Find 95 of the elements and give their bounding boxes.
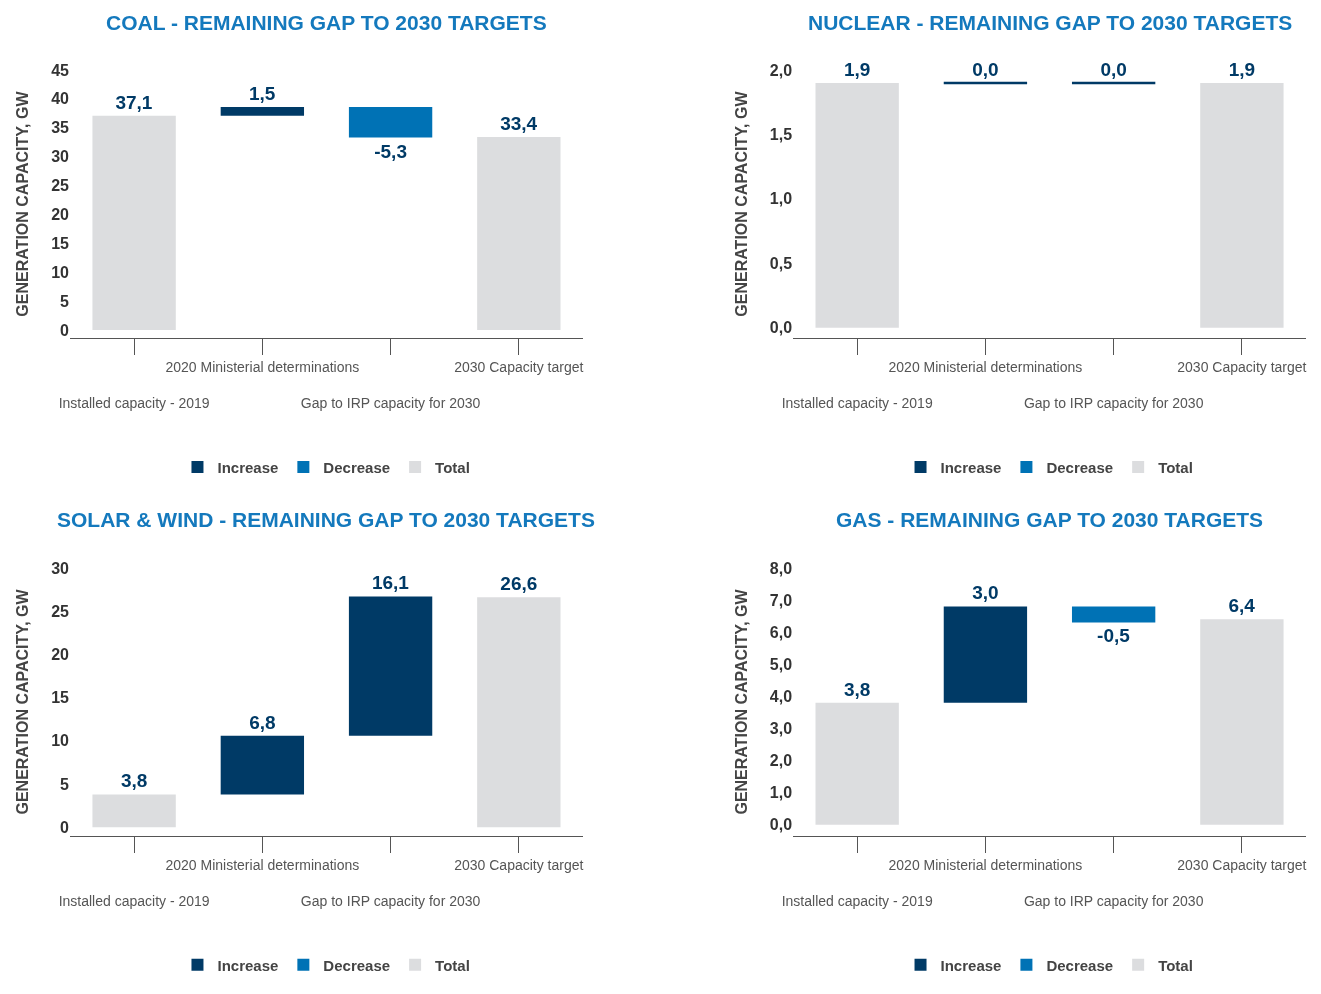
- y-tick-label: 6,0: [769, 623, 793, 641]
- data-label: 3,8: [120, 770, 148, 792]
- y-tick-label: 30: [51, 559, 70, 577]
- y-tick-label: 30: [51, 148, 70, 166]
- bar: [92, 794, 176, 828]
- y-tick-label: 4,0: [769, 687, 793, 705]
- y-tick-label: 1,5: [769, 126, 793, 144]
- y-tick-label: 2,0: [769, 752, 793, 770]
- bar: [220, 735, 305, 795]
- chart-title: SOLAR & WIND - REMAINING GAP TO 2030 TARGETS: [57, 508, 595, 531]
- bar: [815, 702, 899, 825]
- data-label: -0,5: [1097, 625, 1131, 647]
- data-label: 37,1: [115, 91, 153, 113]
- x-tick-label: Installed capacity - 2019: [781, 893, 933, 910]
- data-label: 0,0: [1100, 58, 1127, 80]
- data-label: 3,8: [843, 678, 871, 700]
- y-tick-label: 0: [60, 321, 70, 339]
- legend-label: Total: [1158, 956, 1193, 974]
- y-tick-label: 5: [60, 292, 70, 310]
- x-tick-label: 2030 Capacity target: [1177, 358, 1307, 375]
- y-tick-label: 0,0: [769, 319, 793, 337]
- data-label: 1,5: [248, 82, 276, 104]
- y-tick-label: 25: [51, 602, 70, 620]
- y-tick-label: 5,0: [769, 655, 793, 673]
- data-label: 16,1: [371, 572, 410, 594]
- x-tick-label: 2020 Ministerial determinations: [888, 358, 1083, 375]
- x-tick-label: 2030 Capacity target: [454, 358, 584, 375]
- chart-title: NUCLEAR - REMAINING GAP TO 2030 TARGETS: [808, 11, 1293, 34]
- x-tick-label: 2030 Capacity target: [454, 856, 584, 873]
- y-tick-label: 0,0: [769, 816, 793, 834]
- data-label: 33,4: [500, 113, 538, 135]
- y-tick-label: 3,0: [769, 720, 793, 738]
- data-label: -5,3: [374, 140, 407, 162]
- legend-label: Decrease: [1046, 458, 1114, 476]
- y-axis-title: GENERATION CAPACITY, GW: [732, 90, 750, 317]
- bar: [477, 597, 561, 828]
- y-axis-title: GENERATION CAPACITY, GW: [732, 588, 750, 815]
- y-tick-label: 1,0: [769, 784, 793, 802]
- y-tick-label: 35: [51, 119, 70, 137]
- y-tick-label: 20: [51, 645, 70, 663]
- legend-label: Total: [1158, 458, 1193, 476]
- bar: [943, 606, 1028, 703]
- y-tick-label: 15: [51, 689, 70, 707]
- legend-label: Increase: [940, 458, 1002, 476]
- y-tick-label: 10: [51, 263, 70, 281]
- bar: [1071, 606, 1156, 623]
- legend-label: Decrease: [323, 956, 391, 974]
- bar: [92, 115, 176, 331]
- bar: [348, 596, 433, 736]
- data-label: 3,0: [972, 582, 999, 604]
- x-tick-label: Gap to IRP capacity for 2030: [1023, 893, 1204, 910]
- legend-label: Decrease: [323, 458, 391, 476]
- y-tick-label: 5: [60, 775, 70, 793]
- x-tick-label: 2020 Ministerial determinations: [888, 856, 1083, 873]
- y-tick-label: 20: [51, 206, 70, 224]
- y-axis-title: GENERATION CAPACITY, GW: [14, 588, 32, 815]
- legend-label: Total: [435, 458, 470, 476]
- chart-title: COAL - REMAINING GAP TO 2030 TARGETS: [106, 11, 547, 34]
- data-label: 26,6: [500, 573, 538, 595]
- y-tick-label: 1,0: [769, 190, 793, 208]
- x-tick-label: 2030 Capacity target: [1177, 856, 1307, 873]
- x-tick-label: 2020 Ministerial determinations: [165, 856, 360, 873]
- y-tick-label: 7,0: [769, 591, 793, 609]
- bar: [220, 106, 305, 116]
- bar: [348, 106, 433, 138]
- legend-label: Increase: [940, 956, 1002, 974]
- x-tick-label: Installed capacity - 2019: [58, 395, 210, 412]
- bar: [1200, 619, 1284, 825]
- y-tick-label: 0: [60, 818, 70, 836]
- y-tick-label: 2,0: [769, 61, 793, 79]
- y-tick-label: 10: [51, 732, 70, 750]
- bar: [477, 137, 561, 331]
- x-tick-label: Installed capacity - 2019: [58, 893, 210, 910]
- x-tick-label: Gap to IRP capacity for 2030: [1023, 395, 1204, 412]
- legend-label: Decrease: [1046, 956, 1114, 974]
- y-tick-label: 40: [51, 90, 70, 108]
- y-tick-label: 8,0: [769, 559, 793, 577]
- x-tick-label: Gap to IRP capacity for 2030: [300, 893, 481, 910]
- x-tick-label: Gap to IRP capacity for 2030: [300, 395, 481, 412]
- y-tick-label: 45: [51, 61, 70, 79]
- data-label: 6,4: [1228, 595, 1256, 617]
- y-tick-label: 0,5: [769, 254, 793, 272]
- y-tick-label: 25: [51, 177, 70, 195]
- y-axis-title: GENERATION CAPACITY, GW: [14, 90, 32, 317]
- x-tick-label: 2020 Ministerial determinations: [165, 358, 360, 375]
- legend-label: Increase: [217, 458, 279, 476]
- data-label: 1,9: [1228, 58, 1256, 80]
- chart-title: GAS - REMAINING GAP TO 2030 TARGETS: [836, 508, 1264, 531]
- data-label: 6,8: [249, 711, 276, 733]
- data-label: 0,0: [972, 58, 999, 80]
- x-tick-label: Installed capacity - 2019: [781, 395, 933, 412]
- legend-label: Increase: [217, 956, 279, 974]
- data-label: 1,9: [843, 58, 871, 80]
- legend-label: Total: [435, 956, 470, 974]
- y-tick-label: 15: [51, 234, 70, 252]
